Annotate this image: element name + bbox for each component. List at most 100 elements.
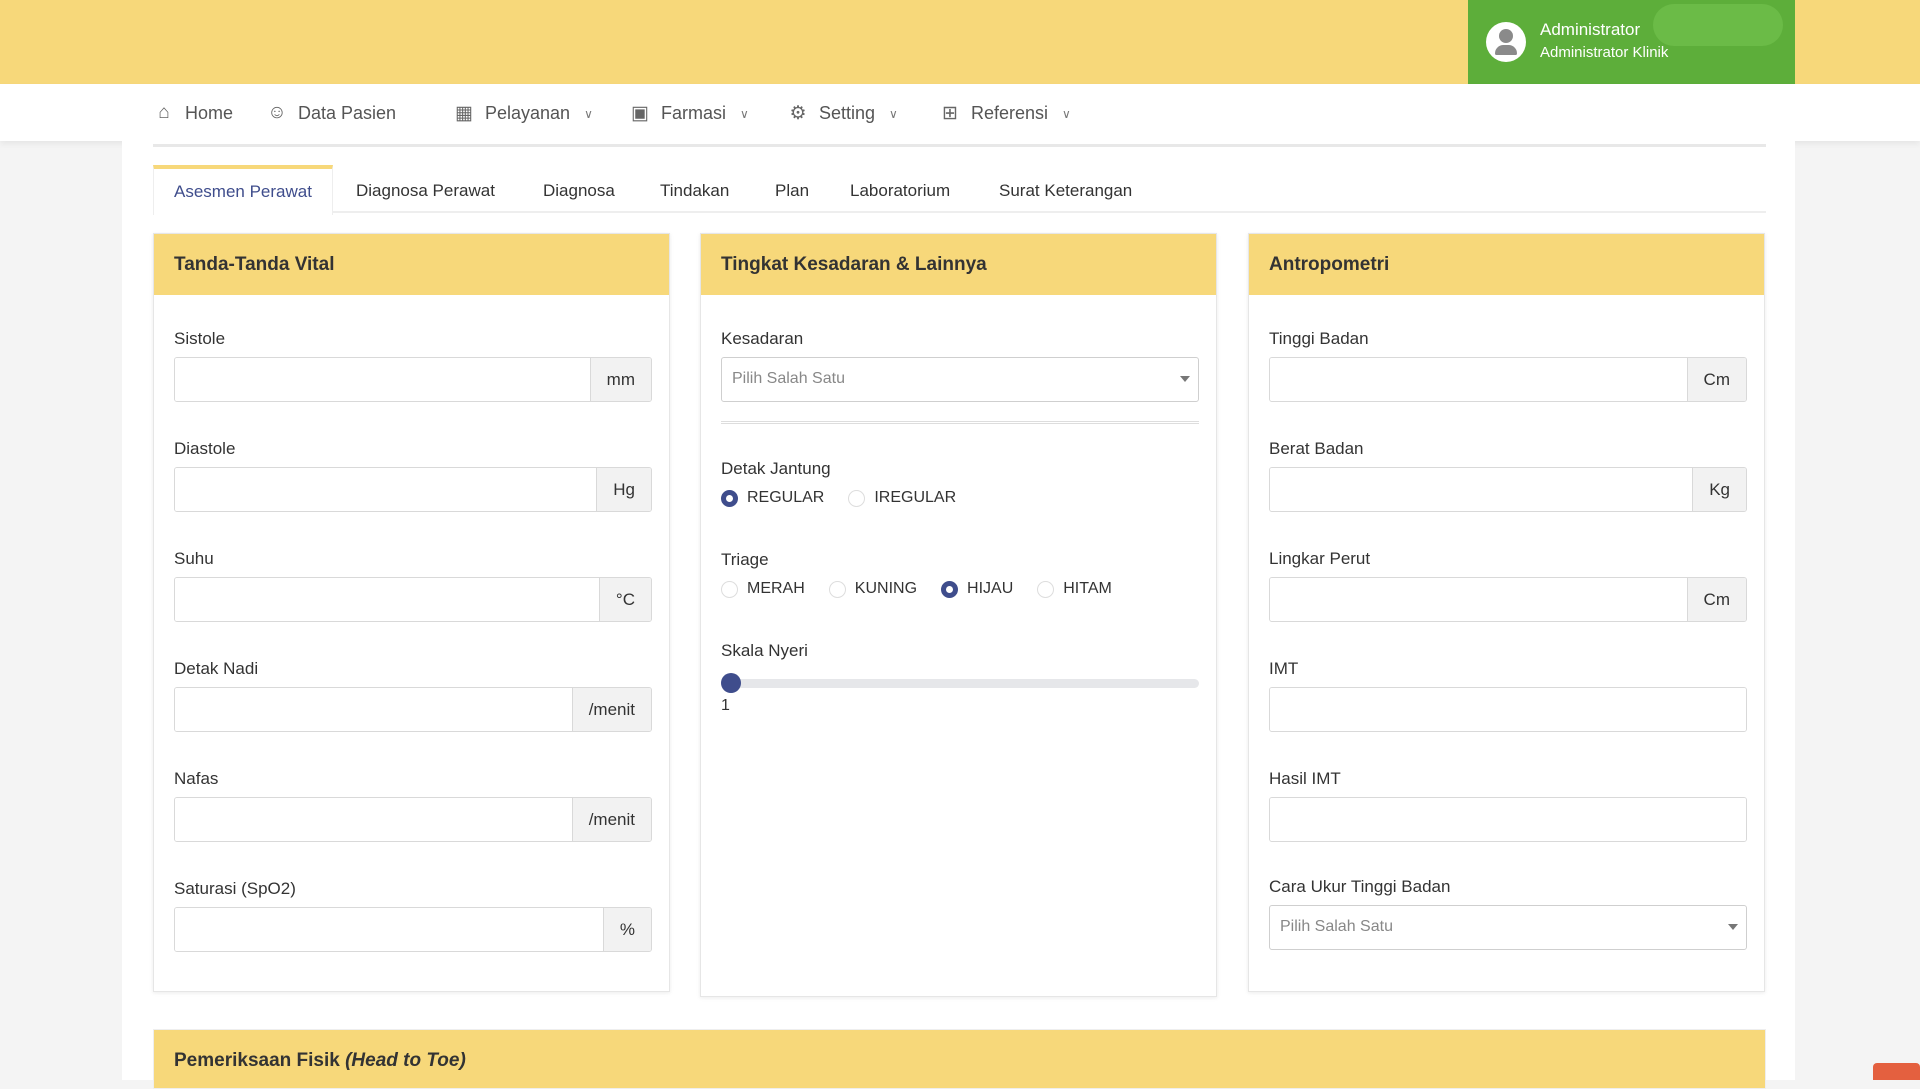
vital-signs-card: Tanda-Tanda Vital Sistole mm Diastole Hg S… xyxy=(153,233,670,992)
radio-hitam[interactable]: HITAM xyxy=(1037,580,1112,598)
tab-diagnosa[interactable]: Diagnosa xyxy=(543,181,615,200)
slider-handle[interactable] xyxy=(721,673,741,693)
avatar-icon xyxy=(1486,22,1526,62)
radio-label: MERAH xyxy=(747,580,805,597)
tab-diagnosa-perawat[interactable]: Diagnosa Perawat xyxy=(356,181,495,200)
form-field: Berat Badan Kg xyxy=(1269,439,1747,512)
physical-exam-card: Pemeriksaan Fisik (Head to Toe) xyxy=(153,1029,1766,1089)
caret-down-icon xyxy=(1180,376,1190,382)
nav-setting[interactable]: ⚙ Setting ∨ xyxy=(787,102,898,125)
text-input[interactable] xyxy=(1270,468,1693,511)
nav-label: Home xyxy=(185,102,234,123)
text-input[interactable] xyxy=(175,358,590,401)
form-field: Tinggi Badan Cm xyxy=(1269,329,1747,402)
caret-down-icon xyxy=(1728,924,1738,930)
radio-merah[interactable]: MERAH xyxy=(721,580,805,598)
field-label: Sistole xyxy=(174,329,226,348)
text-input[interactable] xyxy=(175,798,572,841)
form-field: Hasil IMT xyxy=(1269,769,1747,842)
field-label: Tinggi Badan xyxy=(1269,329,1369,348)
nav-referensi[interactable]: ⊞ Referensi ∨ xyxy=(939,102,1071,125)
chevron-down-icon: ∨ xyxy=(740,106,749,121)
form-field: Detak Nadi /menit xyxy=(174,659,652,732)
text-input[interactable] xyxy=(1270,688,1746,731)
user-role: Administrator Klinik xyxy=(1540,44,1669,61)
select-placeholder: Pilih Salah Satu xyxy=(1280,918,1393,935)
nav-label: Setting xyxy=(819,103,876,123)
radio-label: KUNING xyxy=(854,580,918,597)
home-icon: ⌂ xyxy=(158,102,170,123)
radio-regular[interactable]: REGULAR xyxy=(721,489,824,507)
text-input[interactable] xyxy=(1270,358,1687,401)
nav-pelayanan[interactable]: ▦ Pelayanan ∨ xyxy=(453,102,593,125)
tab-tindakan[interactable]: Tindakan xyxy=(660,181,730,200)
unit-addon: % xyxy=(602,908,651,951)
building-icon: ▦ xyxy=(455,103,473,124)
nav-data-pasien[interactable]: ☺ Data Pasien xyxy=(266,102,396,124)
text-input[interactable] xyxy=(175,578,599,621)
text-input[interactable] xyxy=(1270,578,1687,621)
nav-home[interactable]: ⌂ Home xyxy=(153,102,233,124)
field-label: Nafas xyxy=(174,769,219,788)
form-field: Diastole Hg xyxy=(174,439,652,512)
radio-icon[interactable] xyxy=(848,489,866,507)
tab-laboratorium[interactable]: Laboratorium xyxy=(850,181,951,200)
text-input[interactable] xyxy=(175,688,572,731)
kesadaran-field: Kesadaran Pilih Salah Satu xyxy=(721,329,1199,424)
field-label: Detak Nadi xyxy=(174,659,259,678)
input-group: /menit xyxy=(174,687,652,732)
chevron-down-icon: ∨ xyxy=(889,106,898,121)
radio-icon[interactable] xyxy=(721,489,738,507)
text-input[interactable] xyxy=(175,908,603,951)
tab-surat-keterangan[interactable]: Surat Keterangan xyxy=(999,181,1133,200)
consciousness-card: Tingkat Kesadaran & Lainnya Kesadaran Pi… xyxy=(700,233,1217,997)
field-label: Hasil IMT xyxy=(1269,769,1341,788)
main-nav: ⌂ Home ☺ Data Pasien ▦ Pelayanan ∨ ▣ Farmasi ∨… xyxy=(0,84,1920,141)
grid-icon: ⊞ xyxy=(942,103,958,124)
form-field: Sistole mm xyxy=(174,329,652,402)
field-label: Berat Badan xyxy=(1269,439,1364,458)
unit-addon: /menit xyxy=(571,688,651,731)
input-group: Hg xyxy=(174,467,652,512)
unit-addon: Kg xyxy=(1692,468,1746,511)
unit-addon: /menit xyxy=(571,798,651,841)
tab-bar: Asesmen Perawat Diagnosa Perawat Diagnos… xyxy=(153,165,1766,215)
card-title: Pemeriksaan Fisik xyxy=(174,1050,340,1071)
radio-icon[interactable] xyxy=(721,580,738,598)
form-field: Nafas /menit xyxy=(174,769,652,842)
unit-addon: Cm xyxy=(1686,578,1746,621)
unit-addon: mm xyxy=(589,358,651,401)
radio-icon[interactable] xyxy=(1037,580,1055,598)
field-label: Saturasi (SpO2) xyxy=(174,879,296,898)
nav-farmasi[interactable]: ▣ Farmasi ∨ xyxy=(629,102,749,125)
cara-ukur-select[interactable]: Pilih Salah Satu xyxy=(1269,905,1747,950)
card-subtitle: (Head to Toe) xyxy=(345,1050,466,1071)
radio-icon[interactable] xyxy=(828,580,846,598)
text-input[interactable] xyxy=(1270,798,1746,841)
scroll-top-button[interactable] xyxy=(1873,1063,1920,1080)
unit-addon: Hg xyxy=(596,468,651,511)
radio-iregular[interactable]: IREGULAR xyxy=(848,489,956,507)
tab-asesmen-perawat[interactable]: Asesmen Perawat xyxy=(153,165,333,215)
field-label: Skala Nyeri xyxy=(721,641,808,660)
text-input[interactable] xyxy=(175,468,597,511)
radio-hijau[interactable]: HIJAU xyxy=(941,580,1013,598)
nav-label: Referensi xyxy=(971,103,1049,123)
detak-jantung-field: Detak Jantung REGULAR IREGULAR xyxy=(721,459,1199,507)
tab-plan[interactable]: Plan xyxy=(775,181,810,200)
form-field: Suhu °C xyxy=(174,549,652,622)
user-icon: ☺ xyxy=(267,102,287,123)
pain-scale-slider[interactable] xyxy=(721,673,1199,693)
select-placeholder: Pilih Salah Satu xyxy=(732,370,845,387)
anthropometry-card: Antropometri Tinggi Badan Cm Berat Badan … xyxy=(1248,233,1765,992)
input-group: Cm xyxy=(1269,357,1747,402)
kesadaran-select[interactable]: Pilih Salah Satu xyxy=(721,357,1199,402)
card-title: Antropometri xyxy=(1249,234,1764,295)
radio-kuning[interactable]: KUNING xyxy=(828,580,918,598)
medkit-icon: ▣ xyxy=(631,103,649,124)
input-group: mm xyxy=(174,357,652,402)
user-menu[interactable]: Administrator Administrator Klinik xyxy=(1468,0,1795,84)
radio-icon[interactable] xyxy=(941,580,959,598)
field-label: Suhu xyxy=(174,549,214,568)
card-title: Tingkat Kesadaran & Lainnya xyxy=(701,234,1216,295)
